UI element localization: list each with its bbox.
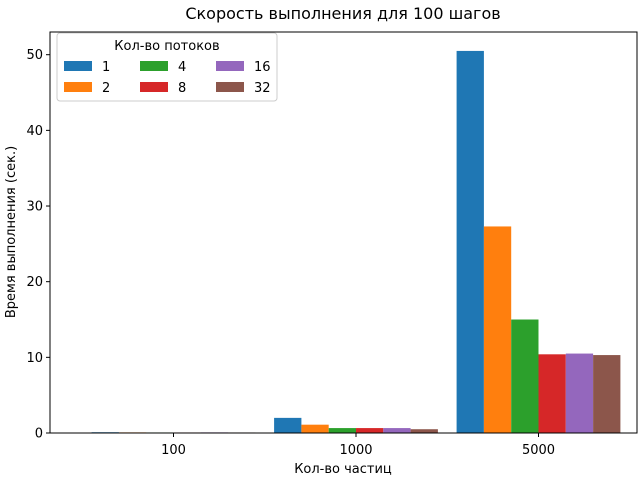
legend-items: 1 2 4 8 16 32 — [64, 60, 271, 96]
bar-2-1000 — [301, 424, 329, 433]
bar-8-1000 — [356, 428, 384, 433]
legend-swatch-16 — [216, 61, 244, 71]
x-axis: 100 1000 5000 — [161, 433, 555, 458]
y-tick-label: 20 — [26, 275, 43, 290]
bars-group — [91, 50, 621, 434]
legend-swatch-8 — [140, 82, 168, 92]
y-tick-label: 0 — [35, 427, 43, 442]
legend-label-16: 16 — [254, 60, 271, 75]
y-tick-label: 50 — [26, 48, 43, 63]
bar-32-5000 — [593, 355, 621, 433]
y-axis: 0 10 20 30 40 50 — [26, 48, 50, 442]
legend-swatch-4 — [140, 61, 168, 71]
legend-label-32: 32 — [254, 81, 271, 96]
legend-label-2: 2 — [102, 81, 110, 96]
legend-label-1: 1 — [102, 60, 110, 75]
bar-32-1000 — [410, 429, 438, 433]
plot-frame — [49, 31, 638, 434]
y-axis-label: Время выполнения (сек.) — [4, 146, 19, 318]
chart-title: Скорость выполнения для 100 шагов — [185, 4, 500, 23]
bar-2-5000 — [483, 226, 512, 433]
legend-swatch-1 — [64, 61, 92, 71]
legend: Кол-во потоков 1 2 4 8 16 32 — [56, 32, 278, 102]
bar-16-1000 — [383, 428, 411, 433]
y-tick-label: 10 — [26, 351, 43, 366]
bar-1-5000 — [456, 50, 484, 434]
x-axis-label: Кол-во частиц — [294, 462, 392, 477]
bar-8-5000 — [538, 354, 566, 433]
x-tick-label: 1000 — [339, 443, 372, 458]
x-tick-label: 5000 — [522, 443, 555, 458]
y-tick-label: 30 — [26, 200, 43, 215]
legend-swatch-32 — [216, 82, 244, 92]
bar-4-5000 — [511, 319, 539, 433]
x-tick-label: 100 — [161, 443, 186, 458]
y-tick-label: 40 — [26, 124, 43, 139]
legend-title: Кол-во потоков — [114, 39, 219, 54]
bar-1-1000 — [274, 417, 302, 433]
bar-16-5000 — [565, 353, 594, 433]
legend-swatch-2 — [64, 82, 92, 92]
legend-label-8: 8 — [178, 81, 186, 96]
legend-label-4: 4 — [178, 60, 186, 75]
bar-4-1000 — [328, 428, 356, 433]
